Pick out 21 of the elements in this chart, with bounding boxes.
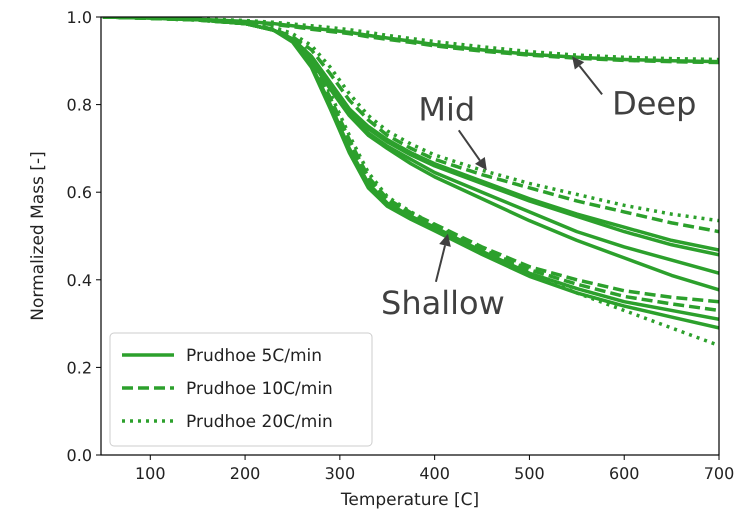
y-tick-label: 0.2 [66,358,92,378]
y-tick-label: 0.4 [66,270,92,290]
legend-label: Prudhoe 5C/min [186,346,322,366]
y-tick-label: 0.6 [66,183,92,202]
annotation: Shallow [381,284,505,322]
annotation: Deep [612,84,696,122]
x-axis-title: Temperature [C] [340,490,480,510]
x-tick-label: 600 [608,464,640,483]
y-tick-label: 0.8 [66,96,92,115]
x-tick-label: 200 [230,464,260,483]
y-tick-label: 1.0 [66,8,92,27]
x-tick-label: 500 [514,464,545,483]
legend-label: Prudhoe 10C/min [186,379,333,399]
y-tick-label: 0.0 [66,446,92,465]
x-tick-label: 100 [135,464,166,483]
x-tick-label: 400 [419,464,450,483]
y-axis-title: Normalized Mass [-] [28,151,48,321]
legend-label: Prudhoe 20C/min [186,412,333,432]
annotation: Mid [418,90,476,128]
x-tick-label: 700 [704,464,734,483]
x-tick-label: 300 [324,464,356,483]
